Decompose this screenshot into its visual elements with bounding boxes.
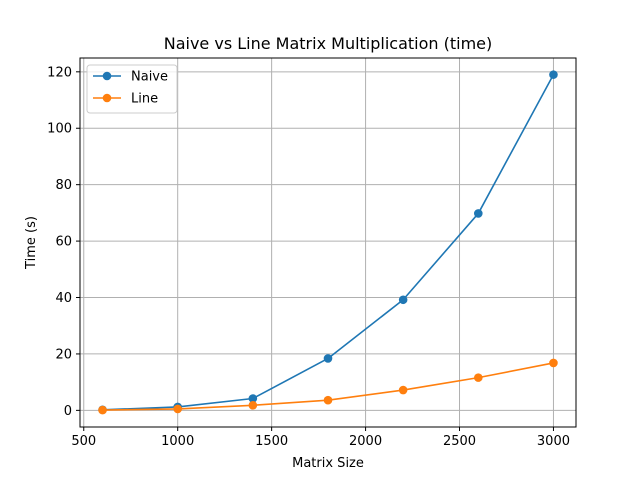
legend-marker-line	[102, 93, 112, 103]
y-tick-label: 100	[47, 122, 72, 137]
x-axis-label: Matrix Size	[292, 456, 364, 471]
x-tick-label: 2000	[349, 434, 382, 449]
series-layer	[98, 70, 558, 415]
legend-label-naive: Naive	[131, 70, 168, 85]
x-tick-label: 500	[71, 434, 96, 449]
y-tick-label: 20	[55, 347, 72, 362]
y-tick-label: 40	[55, 291, 72, 306]
legend-label-line: Line	[131, 92, 158, 107]
y-tick-label: 0	[64, 404, 72, 419]
axes: 500 1000 1500 2000 2500 3000 0 20 40 60 80 100 120	[47, 65, 570, 449]
data-point-naive	[248, 394, 258, 403]
data-point-line	[173, 404, 182, 414]
legend: Naive Line	[86, 64, 178, 114]
x-tick-label: 2500	[443, 434, 476, 449]
data-point-naive	[398, 295, 408, 305]
data-point-line	[474, 373, 483, 382]
chart-title: Naive vs Line Matrix Multiplication (tim…	[164, 34, 493, 53]
data-point-naive	[474, 209, 483, 218]
y-axis-label: Time (s)	[24, 216, 39, 270]
y-tick-label: 60	[55, 235, 72, 250]
y-tick-label: 120	[47, 65, 72, 80]
data-point-line	[323, 395, 333, 405]
plot-frame	[79, 57, 577, 428]
x-tick-label: 1000	[161, 434, 194, 449]
y-tick-label: 80	[55, 178, 72, 193]
data-point-line	[248, 400, 258, 410]
x-tick-label: 1500	[255, 434, 288, 449]
data-point-line	[98, 405, 107, 415]
data-point-naive	[549, 70, 558, 79]
series-line	[98, 358, 558, 415]
x-tick-label: 3000	[537, 434, 570, 449]
legend-marker-naive	[102, 71, 112, 81]
plot-area	[80, 58, 576, 427]
data-point-line	[398, 385, 408, 395]
data-point-naive	[323, 354, 333, 363]
data-point-line	[549, 358, 558, 368]
